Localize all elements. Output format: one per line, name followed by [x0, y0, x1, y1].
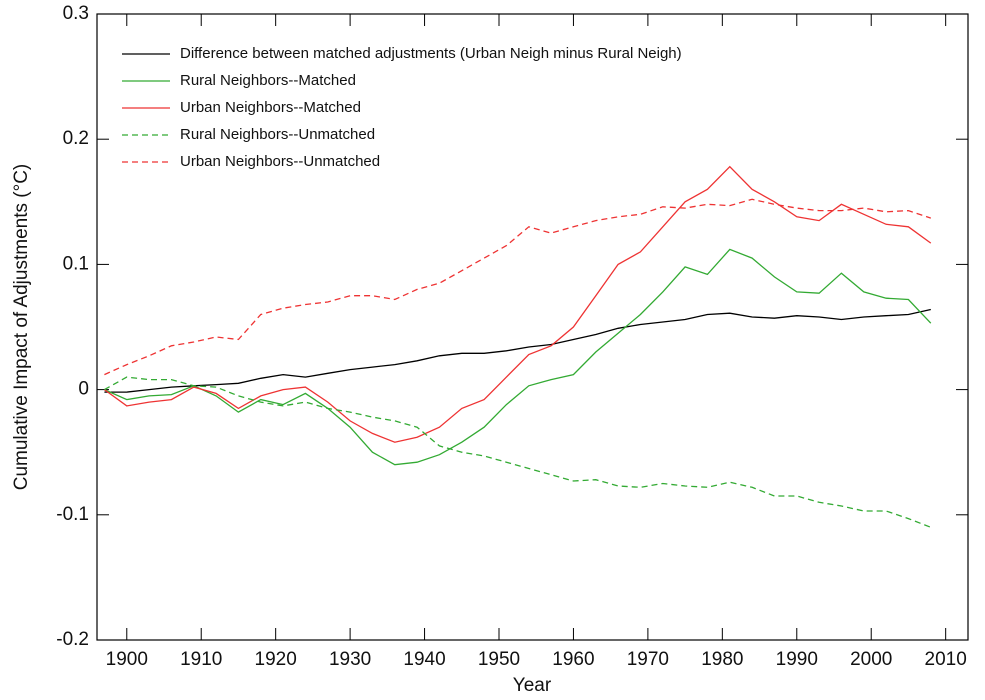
y-tick-label: -0.1	[56, 504, 89, 525]
x-tick-label: 1920	[255, 649, 297, 670]
x-tick-label: 1970	[627, 649, 669, 670]
series-line	[104, 198, 932, 376]
y-tick-label: 0.1	[63, 253, 89, 274]
series-line	[104, 165, 932, 443]
x-tick-label: 1930	[329, 649, 371, 670]
x-tick-label: 1940	[403, 649, 445, 670]
series-line	[104, 308, 931, 393]
series-line	[104, 376, 932, 528]
y-tick-label: 0	[78, 379, 89, 400]
legend-label: Urban Neighbors--Matched	[180, 99, 361, 116]
x-tick-label: 1960	[552, 649, 594, 670]
x-tick-label: 1990	[776, 649, 818, 670]
x-tick-label: 1950	[478, 649, 520, 670]
x-tick-label: 1900	[106, 649, 148, 670]
x-tick-label: 1910	[180, 649, 222, 670]
x-axis-label: Year	[513, 675, 552, 696]
y-axis-label: Cumulative Impact of Adjustments (°C)	[11, 164, 32, 491]
legend-label: Urban Neighbors--Unmatched	[180, 153, 380, 170]
x-tick-label: 2010	[925, 649, 967, 670]
y-tick-label: 0.2	[63, 128, 89, 149]
legend-label: Difference between matched adjustments (…	[180, 45, 682, 62]
legend-label: Rural Neighbors--Unmatched	[180, 126, 375, 143]
y-tick-label: -0.2	[56, 629, 89, 650]
x-tick-label: 2000	[850, 649, 892, 670]
plot-frame	[96, 13, 969, 641]
x-tick-label: 1980	[701, 649, 743, 670]
legend-label: Rural Neighbors--Matched	[180, 72, 356, 89]
y-tick-label: 0.3	[63, 3, 89, 24]
series-line	[104, 248, 932, 466]
